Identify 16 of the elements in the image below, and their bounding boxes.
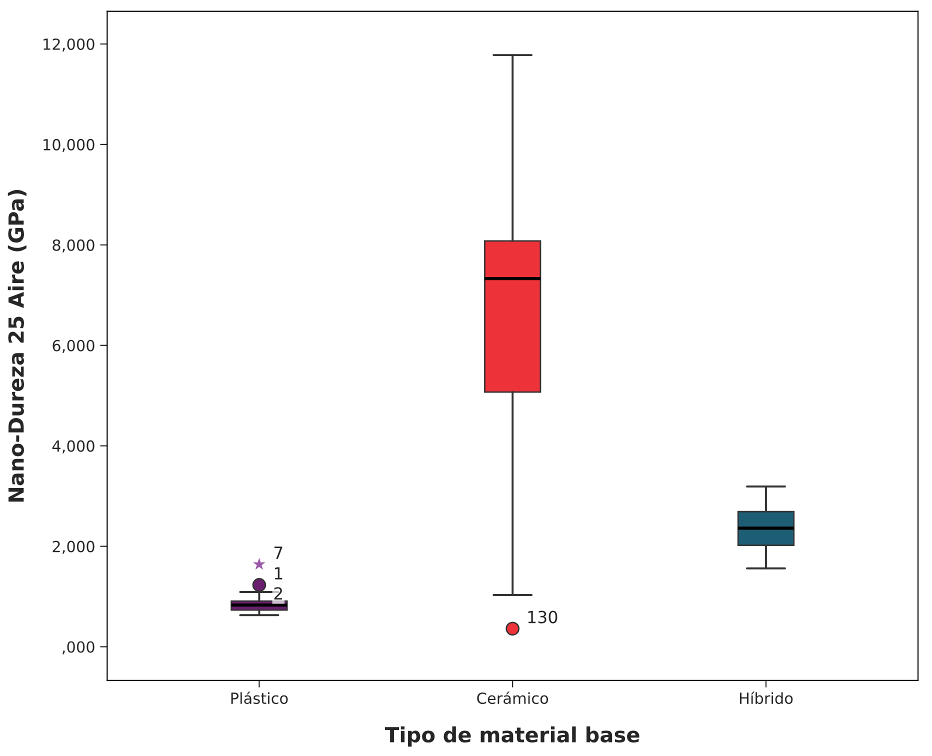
y-tick-label: 6,000 (52, 340, 94, 353)
y-tick-label: 12,000 (44, 38, 94, 52)
annotation: 130 (528, 610, 558, 624)
x-tick-label: Híbrido (740, 692, 793, 704)
y-tick-label: 8,000 (52, 239, 94, 252)
annotation: 7 (274, 546, 282, 559)
annotation: 1 (274, 567, 282, 580)
y-tick-label: 2,000 (52, 540, 94, 554)
y-tick-label: 4,000 (52, 440, 94, 454)
x-tick-label: Plástico (231, 692, 288, 704)
y-tick-label: 10,000 (44, 138, 94, 152)
x-axis-title: Tipo de material base (385, 726, 640, 747)
annotation: 2 (274, 587, 282, 600)
x-tick-label: Cerámico (477, 692, 548, 704)
y-tick-label: ,000 (62, 641, 94, 654)
y-axis-title: Nano-Dureza 25 Aire (GPa) (8, 190, 26, 502)
